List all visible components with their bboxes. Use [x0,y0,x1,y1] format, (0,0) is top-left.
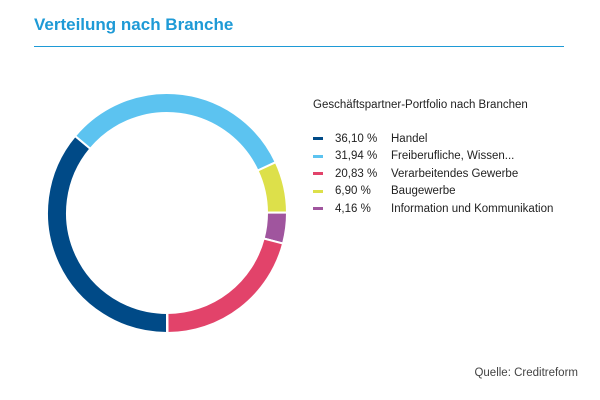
donut-slice-verarbeitendes-gewerbe [166,237,285,335]
legend-value: 6,90 % [335,185,371,197]
legend-item: 6,90 % Baugewerbe [313,183,456,200]
chart-title: Verteilung nach Branche [34,15,234,34]
legend-value: 4,16 % [335,202,371,215]
legend-label: Handel [391,132,428,145]
legend-label: Baugewerbe [391,185,456,197]
legend-swatch [313,154,323,158]
donut-slice-freiberufliche-wissen [73,92,278,172]
title-divider [34,46,564,47]
legend-value: 31,94 % [335,150,378,162]
legend-value: 36,10 % [335,132,378,145]
donut-slice-baugewerbe [256,160,289,214]
legend-swatch [313,172,323,175]
legend-label: Information und Kommunikation [391,202,554,215]
legend-title: Geschäftspartner-Portfolio nach Branchen [313,99,528,111]
legend-item: 36,10 % Handel [313,130,427,147]
source-note: Quelle: Creditreform [474,367,578,379]
legend-item: 4,16 % Information und Kommunikation [313,200,553,217]
legend-swatch [313,207,323,210]
legend-item: 31,94 % Freiberufliche, Wissen... [313,148,514,165]
legend-item: 20,83 % Verarbeitendes Gewerbe [313,165,518,182]
legend-label: Freiberufliche, Wissen... [391,150,515,162]
legend-swatch [313,189,323,193]
legend-swatch [313,137,323,140]
legend-value: 20,83 % [335,167,378,180]
donut-slice-handel [46,134,168,335]
legend-label: Verarbeitendes Gewerbe [391,167,519,180]
